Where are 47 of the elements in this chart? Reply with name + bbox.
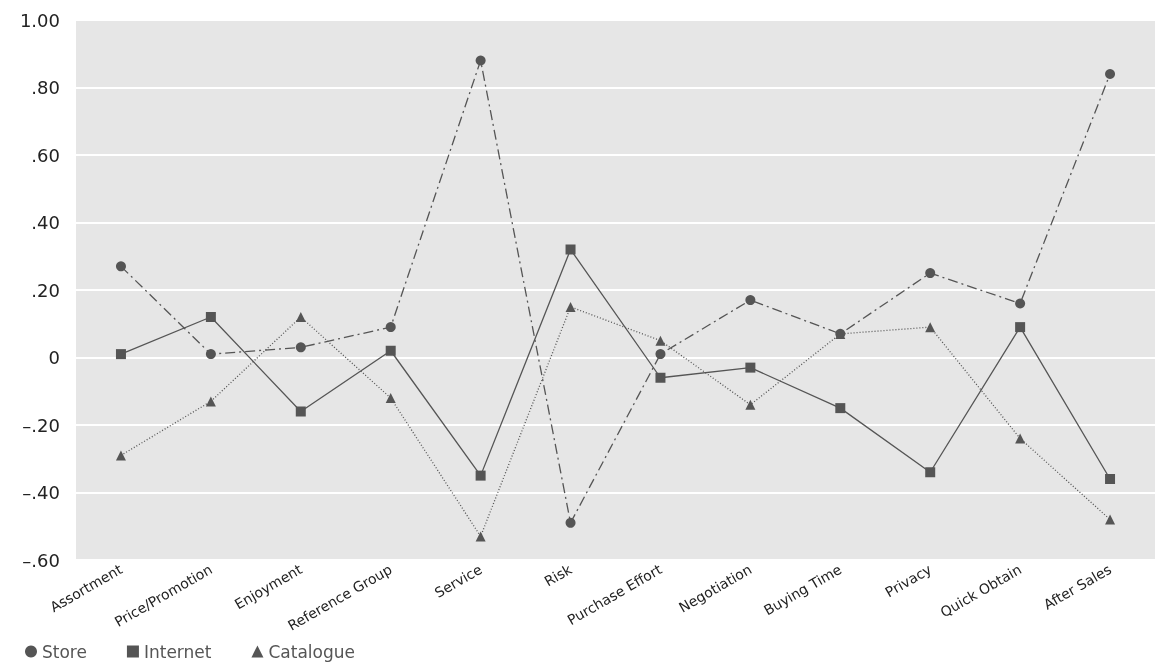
point xyxy=(385,393,396,403)
point xyxy=(115,261,126,272)
point xyxy=(655,349,666,360)
legend-label: Store xyxy=(42,641,87,662)
point xyxy=(565,301,576,312)
point xyxy=(475,470,486,481)
legend-label: Catalogue xyxy=(268,641,355,662)
point xyxy=(745,362,756,373)
point xyxy=(385,345,396,356)
point xyxy=(205,349,216,360)
point xyxy=(1105,69,1116,79)
point xyxy=(205,396,216,407)
y-tick-label: .20 xyxy=(31,279,60,301)
y-tick-label: .80 xyxy=(31,77,60,98)
y-tick-label: 1.00 xyxy=(19,9,60,31)
y-tick-label: –.60 xyxy=(22,549,60,571)
y-tick-label: 0 xyxy=(48,347,60,368)
point xyxy=(655,372,666,383)
point xyxy=(1015,433,1026,444)
point xyxy=(475,55,486,66)
point xyxy=(295,312,306,322)
point xyxy=(1105,514,1116,525)
x-tick-label: Risk xyxy=(541,560,576,590)
point xyxy=(295,342,306,353)
point xyxy=(835,403,846,414)
point xyxy=(745,399,756,410)
point xyxy=(1105,474,1116,484)
point xyxy=(1015,322,1026,333)
point xyxy=(745,295,756,306)
y-tick-label: .40 xyxy=(31,212,60,233)
point xyxy=(925,467,936,478)
legend-label: Internet xyxy=(143,641,212,662)
point xyxy=(1015,298,1026,309)
point xyxy=(385,322,396,333)
point xyxy=(565,244,576,255)
point xyxy=(565,517,576,528)
point xyxy=(295,406,306,417)
point xyxy=(205,312,216,322)
point xyxy=(655,335,666,346)
point xyxy=(925,322,936,333)
point xyxy=(115,450,126,461)
point xyxy=(115,349,126,360)
point xyxy=(925,268,936,279)
point xyxy=(475,531,486,542)
y-tick-label: .60 xyxy=(31,144,60,166)
y-tick-label: –.40 xyxy=(22,482,60,503)
y-tick-label: –.20 xyxy=(22,414,60,436)
